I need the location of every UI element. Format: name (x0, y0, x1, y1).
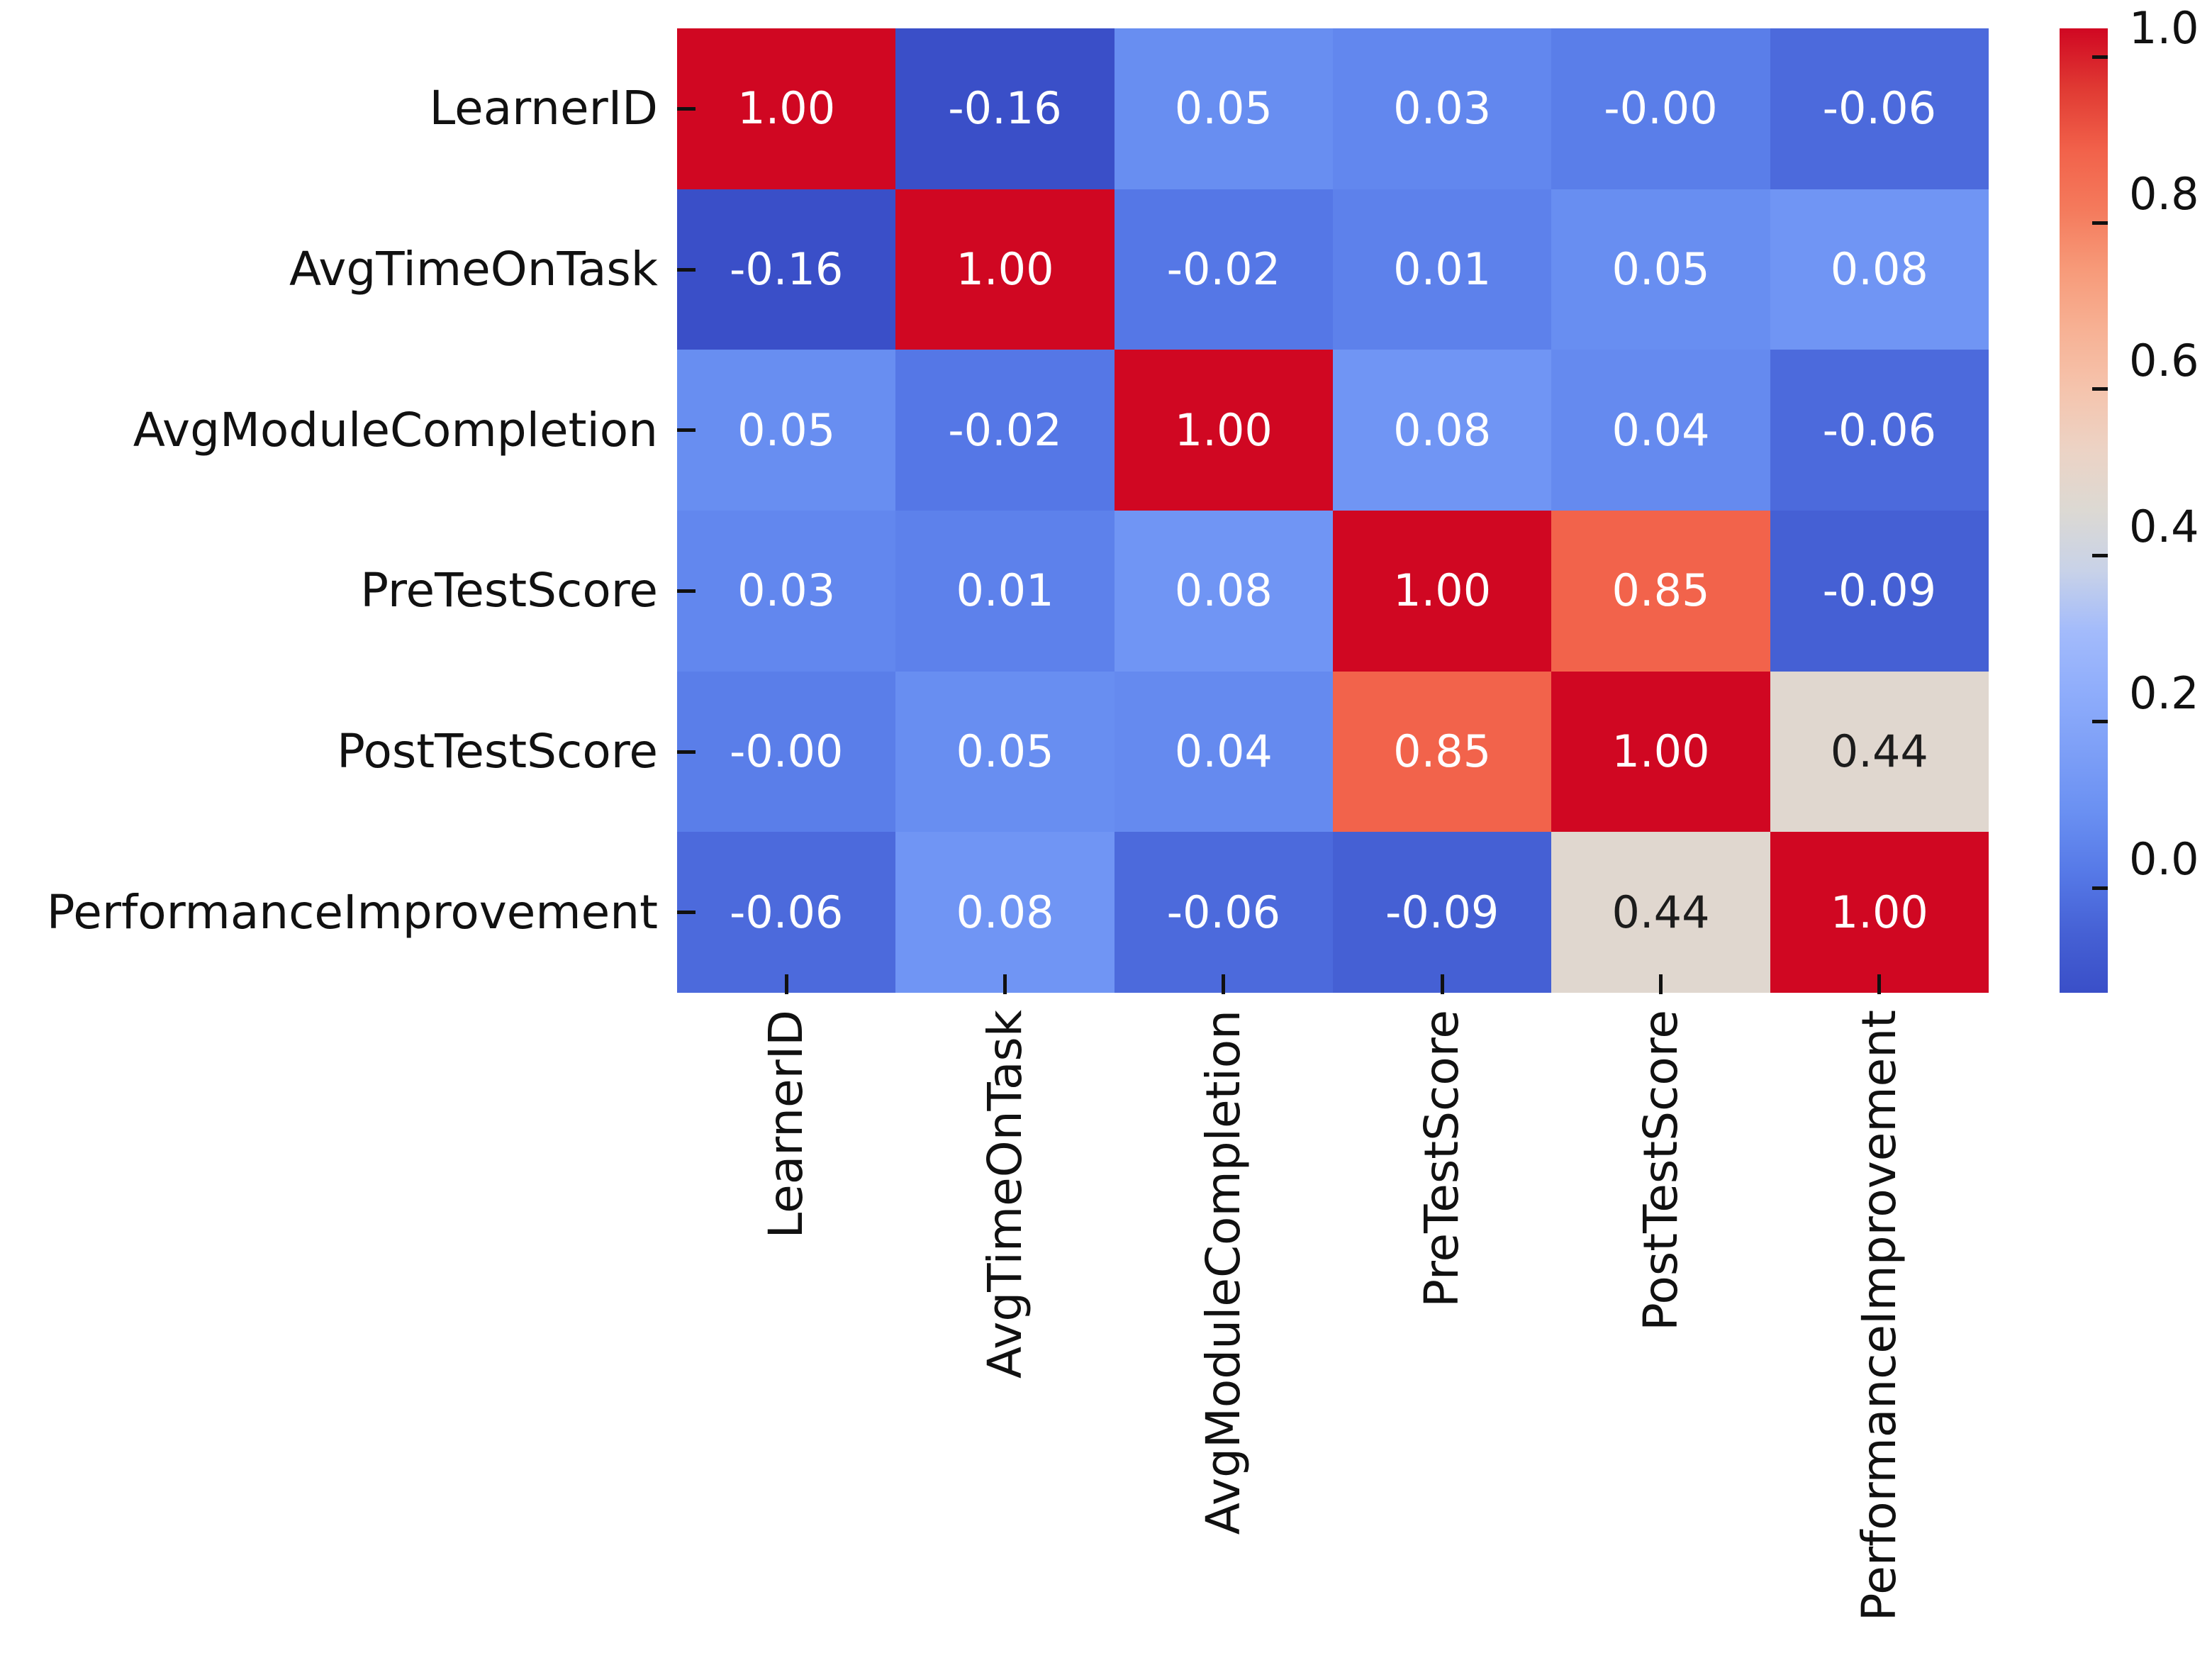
colorbar-tick-label: 0.8 (2129, 168, 2199, 221)
x-tick-label: PreTestScore (1414, 1010, 1470, 1308)
y-tick-mark (677, 911, 696, 915)
heatmap-cell: 1.00 (1114, 350, 1333, 511)
heatmap-cell: 0.04 (1114, 671, 1333, 833)
heatmap-cell: 0.03 (677, 511, 896, 672)
heatmap-cell: 0.85 (1551, 511, 1770, 672)
heatmap-cell: -0.09 (1770, 511, 1989, 672)
heatmap-cell: 0.44 (1551, 832, 1770, 993)
heatmap-cell: 0.08 (895, 832, 1115, 993)
heatmap-cell: 0.08 (1333, 350, 1552, 511)
colorbar-tick-mark (2092, 387, 2108, 391)
y-tick-mark (677, 428, 696, 433)
heatmap-cell: -0.00 (1551, 28, 1770, 189)
heatmap-cell: -0.00 (677, 671, 896, 833)
y-tick-mark (677, 106, 696, 111)
heatmap-cell: -0.09 (1333, 832, 1552, 993)
heatmap-cell: 1.00 (1333, 511, 1552, 672)
y-tick-label: AvgModuleCompletion (133, 402, 658, 457)
colorbar-tick-mark (2092, 55, 2108, 59)
colorbar-tick-label: 0.4 (2129, 501, 2199, 553)
x-tick-mark (1003, 974, 1007, 994)
heatmap-cell: 0.05 (895, 671, 1115, 833)
y-tick-label: LearnerID (429, 81, 659, 136)
y-tick-label: AvgTimeOnTask (289, 242, 658, 296)
heatmap-cell: -0.16 (677, 189, 896, 350)
x-tick-mark (1222, 974, 1226, 994)
y-tick-mark (677, 589, 696, 593)
heatmap-cell: 0.44 (1770, 671, 1989, 833)
x-tick-label: AvgModuleCompletion (1195, 1010, 1251, 1535)
heatmap-grid: 1.00 -0.16 0.05 0.03 -0.00 -0.06 -0.16 1.00 -0.0… (677, 28, 1989, 993)
heatmap-cell: 0.08 (1770, 189, 1989, 350)
colorbar-tick-label: 0.2 (2129, 667, 2199, 719)
colorbar (2060, 28, 2108, 993)
heatmap-cell: -0.16 (895, 28, 1115, 189)
y-tick-mark (677, 267, 696, 272)
heatmap-cell: 0.05 (677, 350, 896, 511)
colorbar-tick-label: 0.0 (2129, 833, 2199, 886)
x-tick-label: PerformanceImprovement (1851, 1010, 1906, 1622)
heatmap-cell: 0.05 (1114, 28, 1333, 189)
heatmap-cell: 1.00 (895, 189, 1115, 350)
x-tick-mark (1659, 974, 1663, 994)
heatmap-cell: 1.00 (677, 28, 896, 189)
x-tick-label: LearnerID (759, 1010, 814, 1239)
colorbar-tick-mark (2092, 221, 2108, 225)
heatmap-cell: 1.00 (1770, 832, 1989, 993)
heatmap-cell: 0.85 (1333, 671, 1552, 833)
heatmap-cell: -0.02 (895, 350, 1115, 511)
y-tick-mark (677, 750, 696, 754)
heatmap-cell: 0.03 (1333, 28, 1552, 189)
heatmap-cell: -0.06 (677, 832, 896, 993)
colorbar-tick-mark (2092, 886, 2108, 890)
colorbar-tick-label: 1.0 (2129, 2, 2199, 54)
heatmap-cell: -0.02 (1114, 189, 1333, 350)
x-tick-mark (784, 974, 788, 994)
colorbar-tick-label: 0.6 (2129, 334, 2199, 386)
colorbar-tick-mark (2092, 553, 2108, 557)
heatmap-cell: -0.06 (1114, 832, 1333, 993)
heatmap-cell: 0.01 (895, 511, 1115, 672)
heatmap-cell: -0.06 (1770, 28, 1989, 189)
heatmap-cell: 0.08 (1114, 511, 1333, 672)
heatmap-cell: 0.01 (1333, 189, 1552, 350)
heatmap-cell: 1.00 (1551, 671, 1770, 833)
heatmap-cell: 0.04 (1551, 350, 1770, 511)
y-tick-label: PostTestScore (337, 724, 658, 779)
colorbar-tick-mark (2092, 720, 2108, 724)
x-tick-label: AvgTimeOnTask (977, 1010, 1032, 1379)
y-tick-label: PreTestScore (360, 563, 658, 618)
x-tick-mark (1440, 974, 1444, 994)
x-tick-mark (1877, 974, 1882, 994)
heatmap-cell: -0.06 (1770, 350, 1989, 511)
x-tick-label: PostTestScore (1633, 1010, 1688, 1331)
heatmap-cell: 0.05 (1551, 189, 1770, 350)
y-tick-label: PerformanceImprovement (46, 884, 658, 940)
